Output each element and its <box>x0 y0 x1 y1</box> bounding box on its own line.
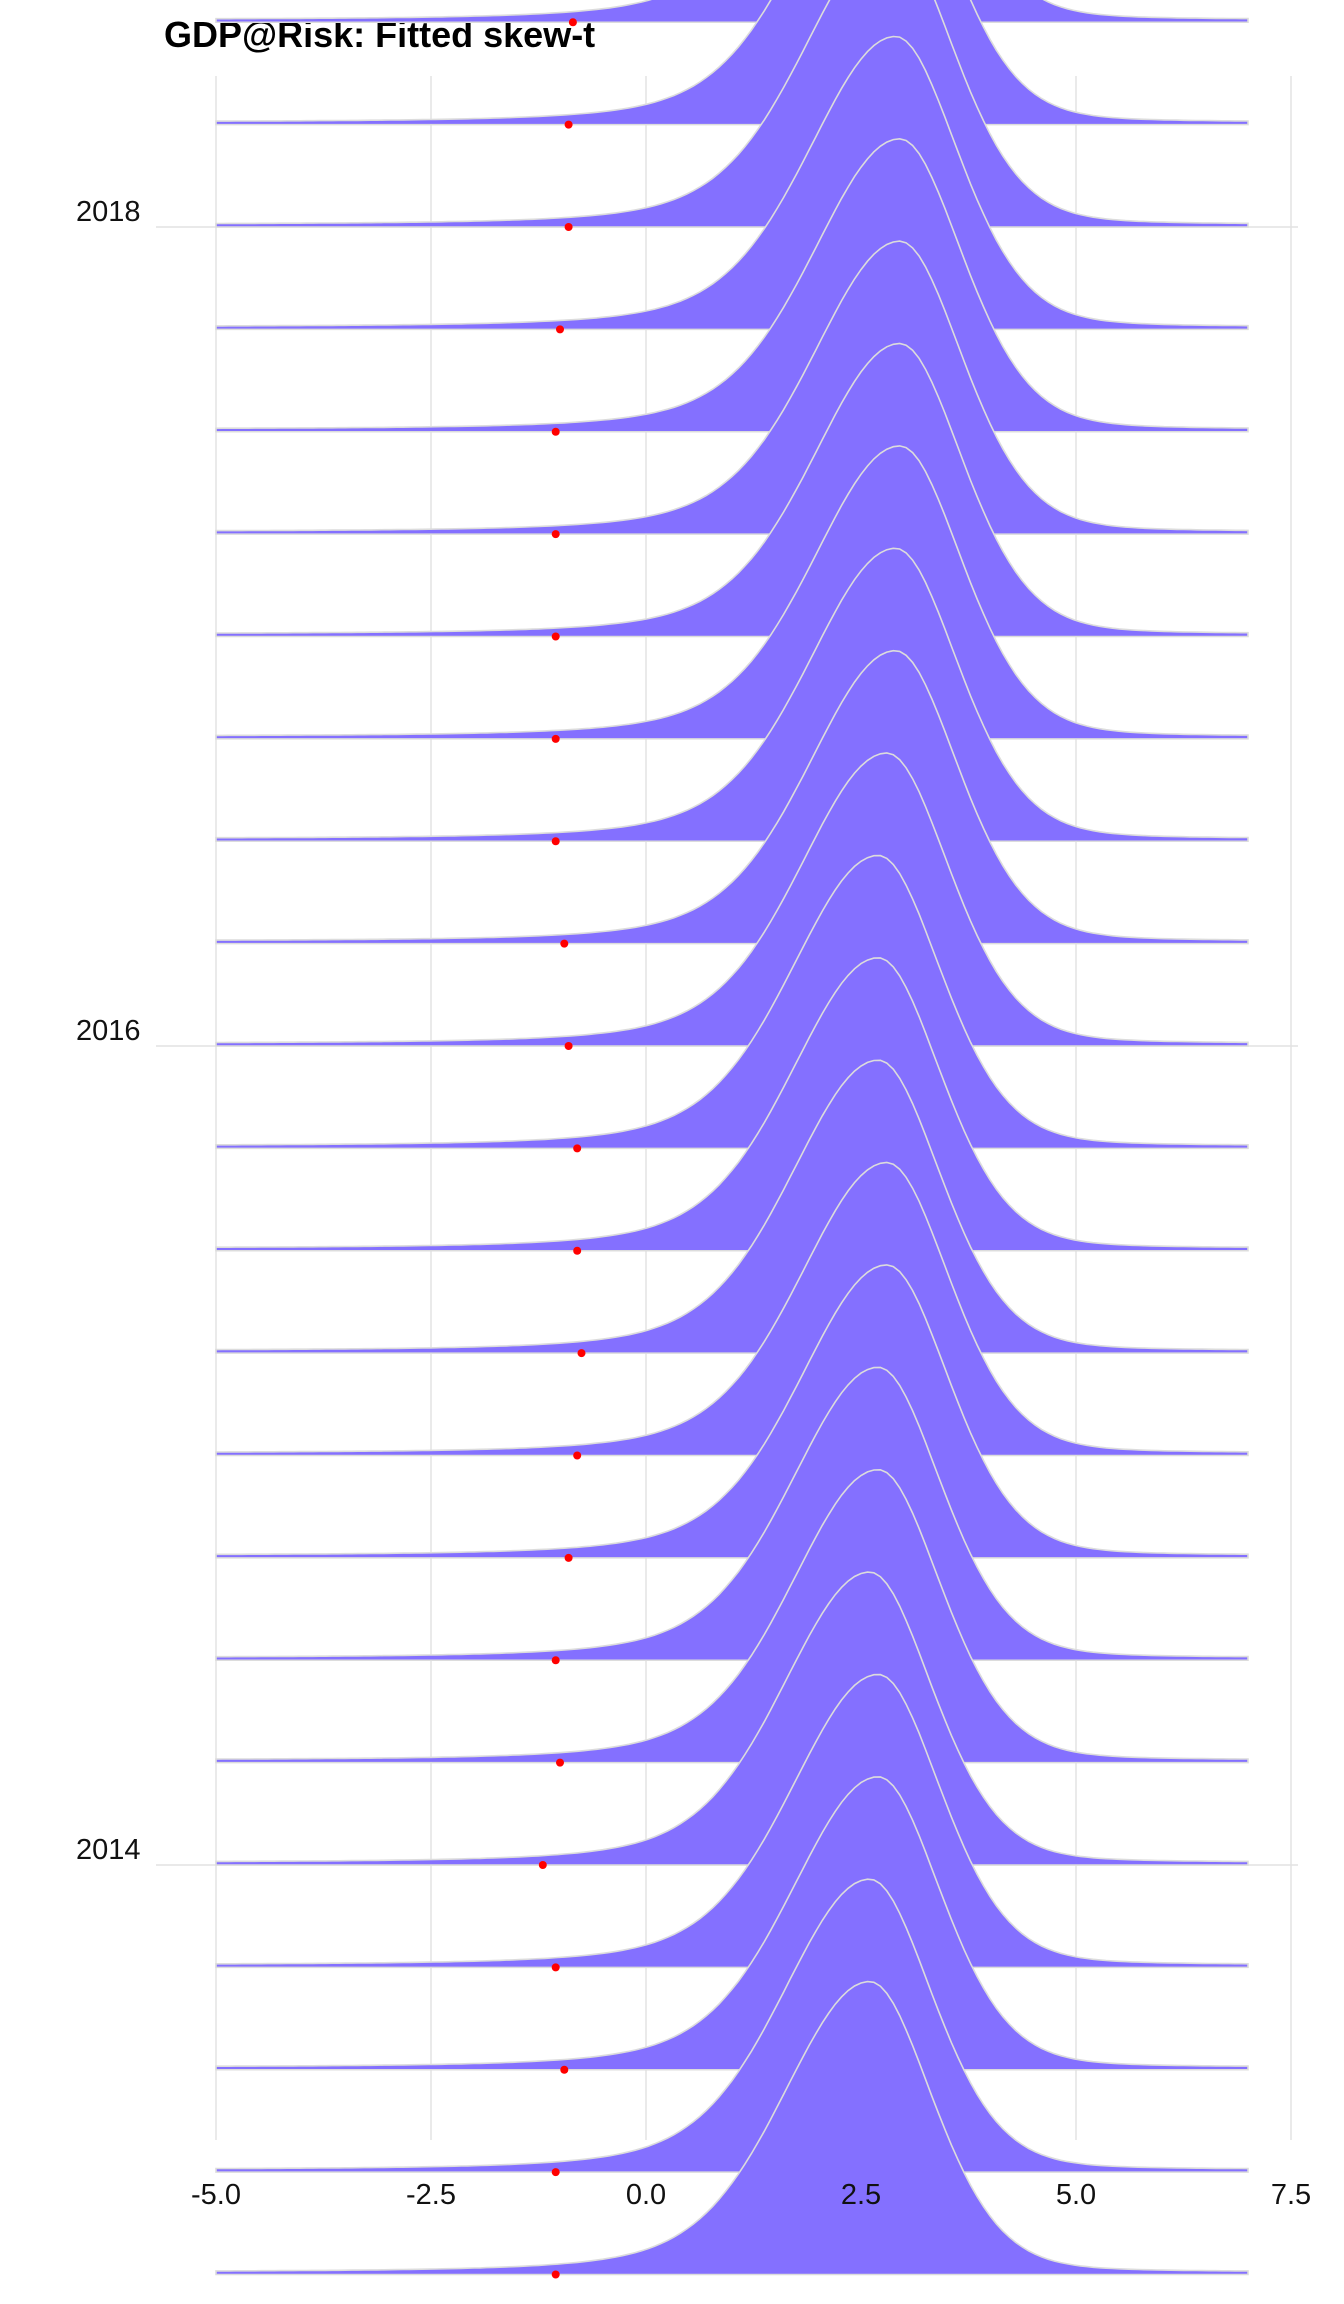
ridge-density <box>215 0 1249 228</box>
x-axis: -5.0 -2.5 0.0 2.5 5.0 7.5 <box>191 2179 1311 2211</box>
ridge-density <box>215 1366 1249 1662</box>
tail-marker <box>560 939 569 948</box>
ridge-density <box>215 854 1249 1150</box>
ridge-density <box>215 1161 1249 1457</box>
ridge-density <box>215 547 1249 843</box>
tail-marker <box>564 1042 573 1050</box>
tail-markers <box>538 18 586 2279</box>
tail-marker <box>560 2065 569 2074</box>
tail-marker <box>551 837 560 846</box>
tail-marker <box>573 1246 582 1255</box>
x-tick-label: 0.0 <box>626 2179 666 2211</box>
tail-marker <box>564 1553 573 1562</box>
ridge-density <box>215 649 1249 945</box>
x-tick-label: -5.0 <box>191 2179 241 2211</box>
ridge-density <box>215 445 1249 740</box>
tail-marker <box>564 223 573 231</box>
tail-marker <box>556 325 564 334</box>
tail-marker <box>551 1963 560 1972</box>
tail-marker <box>538 1861 547 1869</box>
tail-marker <box>577 1349 586 1358</box>
y-tick-label: 2014 <box>76 1834 141 1866</box>
ridge-density <box>215 0 1249 24</box>
tail-marker <box>551 427 560 436</box>
ridge-density <box>215 957 1249 1252</box>
ridge-density <box>215 1571 1249 1866</box>
tail-marker <box>568 18 577 27</box>
tail-marker <box>551 734 560 743</box>
tail-marker <box>551 632 560 641</box>
ridge-density <box>215 0 1249 126</box>
tail-marker <box>564 120 573 129</box>
tail-marker <box>551 1656 560 1665</box>
tail-marker <box>573 1144 582 1153</box>
ridge-density <box>215 342 1249 638</box>
tail-marker <box>556 1758 564 1767</box>
ridge-density <box>215 1776 1249 2071</box>
y-axis: 20142016201820202022 <box>76 196 141 1866</box>
y-tick-label: 2018 <box>76 196 141 228</box>
x-tick-label: -2.5 <box>406 2179 456 2211</box>
x-tick-label: 2.5 <box>841 2179 881 2211</box>
ridge-density <box>215 1264 1249 1559</box>
tail-marker <box>573 1451 582 1460</box>
ridge-density <box>215 1673 1249 1969</box>
ridge-density <box>215 1468 1249 1764</box>
tail-marker <box>551 2270 560 2279</box>
ridge-density <box>215 1059 1249 1354</box>
ridges <box>215 0 1249 2276</box>
ridge-density <box>215 1878 1249 2173</box>
x-tick-label: 7.5 <box>1271 2179 1311 2211</box>
ridge-density <box>215 1980 1249 2276</box>
x-tick-label: 5.0 <box>1056 2179 1096 2211</box>
y-tick-label: 2016 <box>76 1015 141 1047</box>
ridge-density <box>215 240 1249 535</box>
ridge-density <box>215 137 1249 433</box>
tail-marker <box>551 530 560 539</box>
tail-marker <box>551 2168 560 2177</box>
ridge-density <box>215 752 1249 1047</box>
ridge-density <box>215 35 1249 331</box>
